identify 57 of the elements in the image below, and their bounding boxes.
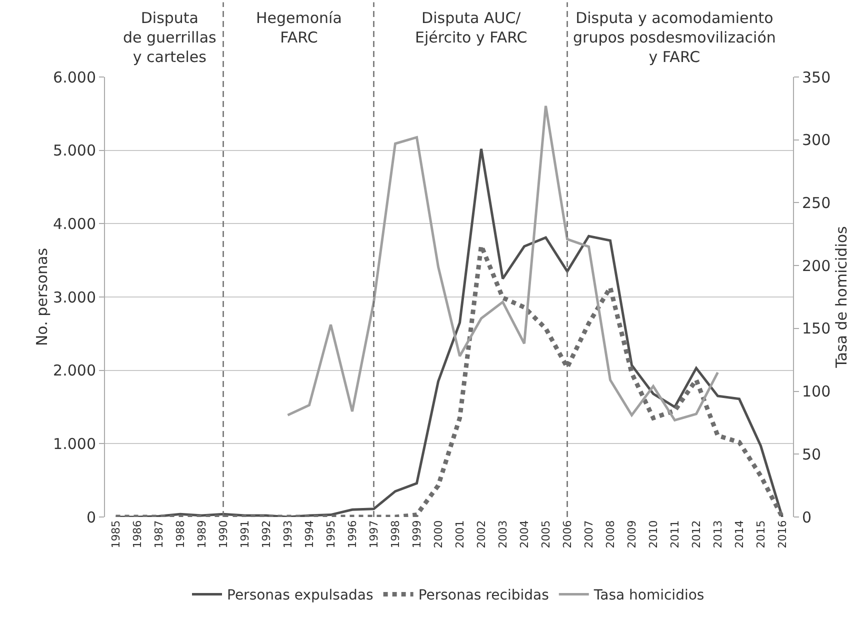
x-tick-label: 1989 xyxy=(195,520,208,548)
x-tick-label: 2015 xyxy=(754,520,768,548)
x-tick-label: 1986 xyxy=(130,520,144,548)
x-tick-label: 1995 xyxy=(324,520,338,548)
x-tick-label: 1997 xyxy=(367,520,380,548)
x-tick-label: 2002 xyxy=(474,520,488,548)
x-tick-label: 1996 xyxy=(346,520,359,548)
x-tick-label: 2012 xyxy=(690,520,703,548)
x-tick-label: 1988 xyxy=(174,520,187,548)
y-tick-label: 5.000 xyxy=(53,142,96,160)
y2-axis-title: Tasa de homicidios xyxy=(832,226,851,369)
legend-label: Tasa homicidios xyxy=(592,588,704,604)
y2-tick-label: 50 xyxy=(802,445,822,464)
text: Disputa de guerrillas y carteles xyxy=(123,9,217,66)
y-tick-label: 0 xyxy=(86,508,96,526)
legend-label: Personas recibidas xyxy=(418,588,549,604)
x-tick-label: 2011 xyxy=(668,520,682,548)
x-tick-label: 2000 xyxy=(432,520,445,548)
x-tick-label: 1994 xyxy=(302,520,316,548)
x-tick-label: 2008 xyxy=(604,520,617,548)
y-tick-label: 1.000 xyxy=(53,434,96,453)
line-series xyxy=(286,104,719,422)
x-tick-label: 2016 xyxy=(776,520,789,548)
x-tick-label: 1991 xyxy=(238,520,252,548)
text: Disputa y acomodamiento grupos posdesmovilización y FARC xyxy=(573,9,776,66)
legend-label: Personas expulsadas xyxy=(227,588,374,604)
x-tick-label: 1992 xyxy=(260,520,273,548)
x-tick-label: 1990 xyxy=(216,520,230,548)
x-tick-label: 2010 xyxy=(646,520,660,548)
y2-tick-label: 250 xyxy=(802,194,831,212)
text: Disputa AUC/ Ejército y FARC xyxy=(415,9,528,46)
y2-tick-label: 200 xyxy=(802,256,831,275)
y-tick-label: 4.000 xyxy=(53,214,96,233)
y-tick-label: 3.000 xyxy=(53,288,96,306)
x-tick-label: 1998 xyxy=(388,520,402,548)
x-tick-label: 1993 xyxy=(281,520,294,548)
y2-tick-label: 350 xyxy=(802,68,831,86)
y2-tick-label: 300 xyxy=(802,131,831,150)
x-tick-label: 2014 xyxy=(732,520,746,548)
x-tick-label: 1985 xyxy=(109,520,122,548)
x-tick-label: 2004 xyxy=(518,520,531,548)
y2-tick-label: 0 xyxy=(802,508,812,526)
y2-tick-label: 150 xyxy=(802,320,831,338)
y-tick-label: 2.000 xyxy=(53,362,96,380)
x-tick-label: 2009 xyxy=(625,520,638,548)
x-tick-label: 1987 xyxy=(152,520,166,548)
y2-tick-label: 100 xyxy=(802,382,831,401)
x-tick-label: 2005 xyxy=(539,520,552,548)
text: Hegemonía FARC xyxy=(256,9,342,46)
x-tick-label: 2003 xyxy=(496,520,510,548)
x-tick-label: 2001 xyxy=(453,520,466,548)
y-tick-label: 6.000 xyxy=(53,68,96,86)
x-tick-label: 2013 xyxy=(711,520,724,548)
x-tick-label: 2007 xyxy=(582,520,596,548)
x-tick-label: 2006 xyxy=(560,520,574,548)
x-tick-label: 1999 xyxy=(410,520,424,548)
y-axis-title: No. personas xyxy=(33,248,52,346)
